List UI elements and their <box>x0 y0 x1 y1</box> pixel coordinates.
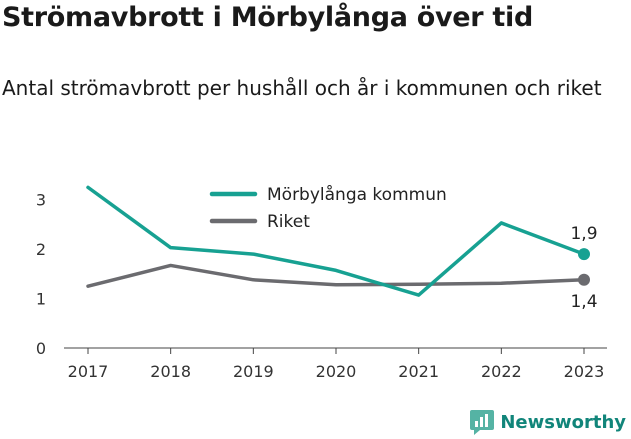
x-tick-label: 2022 <box>481 362 522 381</box>
y-tick-label: 2 <box>36 240 46 259</box>
series-end-label-0: 1,9 <box>570 224 597 244</box>
legend-label-0: Mörbylånga kommun <box>267 184 447 205</box>
x-tick-label: 2023 <box>564 362 605 381</box>
newsworthy-logo: Newsworthy <box>469 409 626 435</box>
y-tick-label: 0 <box>36 339 46 358</box>
y-tick-label: 3 <box>36 191 46 210</box>
legend: Mörbylånga kommun Riket <box>209 184 447 232</box>
series-line-0 <box>86 185 586 297</box>
series-end-point-0 <box>578 248 590 261</box>
x-axis: 2017 2018 2019 2020 2021 2022 2023 <box>64 347 607 381</box>
series-line-1 <box>86 263 586 288</box>
chart-title: Strömavbrott i Mörbylånga över tid <box>2 2 534 33</box>
newsworthy-logo-text: Newsworthy <box>500 411 626 433</box>
x-tick-label: 2021 <box>398 362 439 381</box>
x-tick-label: 2018 <box>150 362 191 381</box>
x-tick-label: 2017 <box>68 362 109 381</box>
x-tick-label: 2019 <box>233 362 274 381</box>
x-tick-label: 2020 <box>316 362 357 381</box>
series-end-label-1: 1,4 <box>570 292 597 312</box>
series-layer: 1,4 1,9 <box>86 185 598 312</box>
series-end-point-1 <box>578 273 590 286</box>
newsworthy-logo-icon <box>470 410 495 435</box>
y-tick-label: 1 <box>36 290 46 309</box>
y-axis: 0 1 2 3 <box>36 191 46 358</box>
legend-label-1: Riket <box>267 212 310 232</box>
chart-subtitle: Antal strömavbrott per hushåll och år i … <box>2 76 602 100</box>
